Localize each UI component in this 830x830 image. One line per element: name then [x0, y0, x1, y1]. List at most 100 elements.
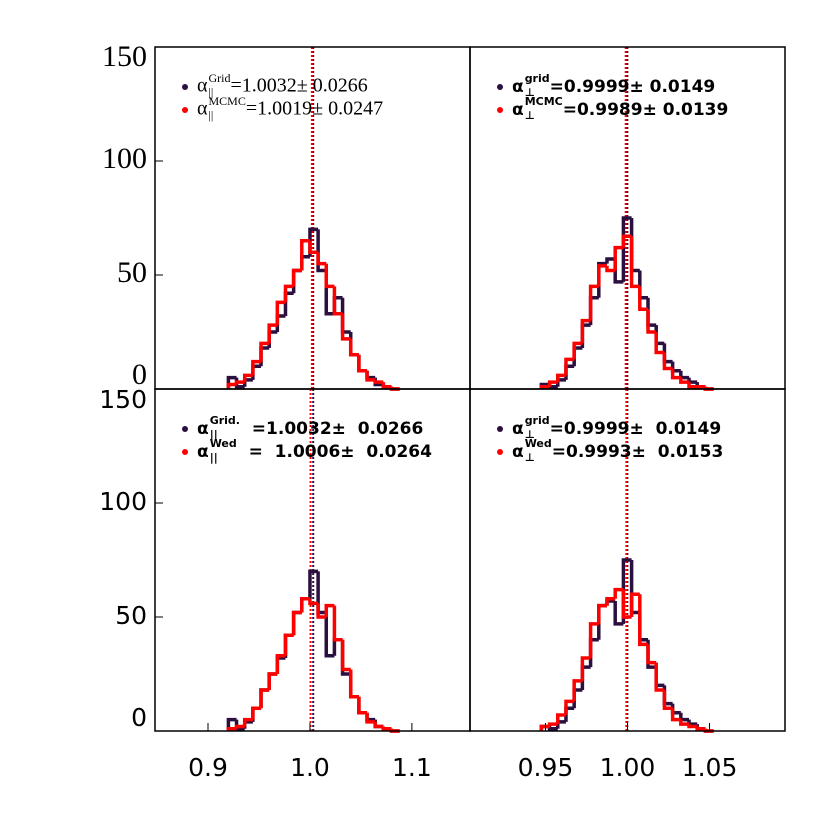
- histogram-step: [556, 373, 566, 383]
- histogram-step: [316, 229, 327, 273]
- histogram-step: [695, 726, 706, 731]
- y-tick-label: 50: [115, 601, 147, 630]
- histogram-step: [308, 240, 319, 254]
- x-tick-label: 1.1: [392, 753, 432, 782]
- histogram-step: [638, 594, 649, 647]
- legend-subscript: ||: [208, 85, 213, 99]
- histogram-step: [670, 368, 681, 380]
- x-tick-label: 0.9: [188, 753, 228, 782]
- histogram-step: [679, 370, 690, 380]
- histogram-step: [572, 679, 583, 702]
- legend-superscript: Wed: [210, 437, 237, 450]
- legend-symbol: α: [512, 77, 524, 97]
- histogram-step: [242, 373, 253, 383]
- legend-text: =0.9989± 0.0139: [563, 100, 729, 120]
- histogram-step: [300, 239, 310, 271]
- legend-symbol: α: [197, 442, 209, 462]
- legend-text: =0.9993± 0.0153: [552, 442, 724, 462]
- histogram-step: [348, 669, 359, 699]
- legend-marker: [182, 449, 188, 455]
- histogram-step: [654, 662, 665, 692]
- legend-subscript: ⊥: [525, 428, 535, 441]
- histogram-step: [556, 713, 566, 725]
- histogram-step: [308, 569, 319, 599]
- histogram-step: [613, 601, 624, 626]
- histogram-step: [580, 656, 591, 681]
- x-tick-label: 0.95: [518, 753, 574, 782]
- histogram-step: [316, 252, 327, 266]
- histogram-step: [275, 654, 286, 674]
- histogram-step: [324, 612, 335, 658]
- histogram-step: [654, 332, 665, 355]
- histogram-step: [365, 712, 376, 724]
- histogram-step: [283, 633, 294, 656]
- histogram-step: [381, 726, 392, 731]
- legend-superscript: MCMC: [208, 94, 245, 108]
- legend-superscript: Grid.: [210, 414, 240, 427]
- y-tick-label: 150: [102, 40, 147, 73]
- y-tick-label: 150: [99, 385, 147, 414]
- histogram-step: [357, 354, 368, 373]
- histogram-step: [275, 300, 286, 326]
- y-tick-label: 100: [102, 142, 147, 175]
- histogram-step: [251, 359, 262, 376]
- histogram-step: [324, 263, 335, 289]
- histogram-step: [687, 377, 698, 384]
- histogram-step: [259, 341, 270, 362]
- legend-superscript: grid: [525, 72, 550, 85]
- histogram-step: [340, 639, 351, 672]
- histogram-step: [539, 724, 550, 731]
- panel-frame: [154, 388, 471, 732]
- histogram-step: [365, 370, 376, 382]
- histogram-step: [348, 338, 359, 357]
- histogram-step: [687, 719, 698, 726]
- histogram-step: [259, 688, 270, 709]
- histogram-step: [234, 724, 245, 729]
- histogram-step: [613, 245, 624, 271]
- histogram-step: [638, 286, 649, 311]
- histogram-step: [324, 603, 335, 617]
- histogram-step: [605, 597, 616, 606]
- histogram-step: [679, 377, 690, 384]
- legend-symbol: α: [197, 98, 208, 120]
- histogram-step: [621, 234, 632, 248]
- histogram-step: [381, 382, 392, 389]
- histogram-step: [564, 699, 575, 716]
- histogram-step: [547, 380, 558, 387]
- histogram-step: [373, 379, 384, 384]
- y-tick-label: 0: [132, 358, 147, 391]
- histogram-step: [629, 592, 640, 617]
- legend-marker: [182, 84, 188, 90]
- legend-marker: [182, 426, 188, 432]
- histogram-step: [564, 357, 575, 376]
- histogram-step: [621, 216, 632, 282]
- histogram-step: [283, 284, 294, 303]
- histogram-step: [547, 722, 558, 727]
- histogram-step: [226, 726, 237, 731]
- histogram-step: [234, 380, 245, 385]
- legend-marker: [497, 426, 503, 432]
- legend-symbol: α: [197, 419, 209, 439]
- histogram-step: [572, 341, 583, 360]
- histogram-step: [662, 352, 673, 371]
- legend-subscript: ||: [208, 108, 213, 122]
- legend-subscript: ||: [210, 451, 218, 464]
- histogram-step: [316, 603, 327, 619]
- histogram-step: [332, 286, 343, 316]
- histogram-step: [662, 689, 673, 710]
- histogram-step: [679, 719, 690, 726]
- legend-symbol: α: [512, 100, 524, 120]
- legend-symbol: α: [512, 442, 524, 462]
- histogram-step: [300, 597, 310, 613]
- histogram-step: [308, 598, 319, 606]
- histogram-step: [539, 384, 550, 389]
- histogram-step: [580, 318, 591, 344]
- histogram-step: [373, 721, 384, 729]
- histogram-step: [340, 313, 351, 341]
- x-tick-label: 1.0: [290, 753, 330, 782]
